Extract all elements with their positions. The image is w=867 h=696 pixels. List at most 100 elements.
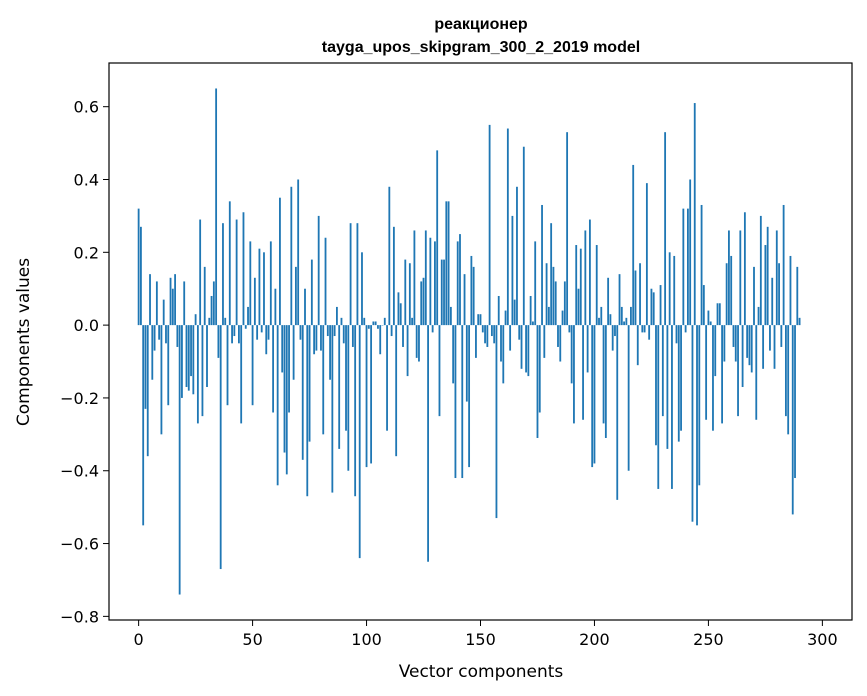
bar (272, 325, 275, 413)
bar (791, 325, 794, 515)
bar (377, 325, 379, 329)
bar (513, 299, 516, 326)
bar (326, 325, 329, 337)
bar (721, 325, 723, 424)
x-tick-label: 50 (242, 630, 262, 649)
bar (422, 277, 425, 326)
bar (356, 223, 359, 326)
bar (586, 325, 589, 373)
bar (310, 259, 313, 326)
bar (176, 325, 179, 347)
bar (317, 215, 320, 326)
bar (484, 325, 486, 344)
bar (764, 245, 767, 326)
bar (495, 325, 498, 519)
bar (324, 237, 327, 326)
bar (468, 325, 471, 468)
x-axis-label: Vector components (399, 662, 564, 682)
bar (545, 263, 548, 326)
bar (203, 266, 206, 326)
bar (146, 325, 149, 457)
bar (196, 325, 199, 424)
bar (702, 285, 705, 326)
x-tick-label: 250 (693, 630, 724, 649)
bar (657, 325, 660, 489)
y-tick-label: 0.6 (74, 98, 99, 117)
bar (331, 325, 334, 493)
bar (201, 325, 204, 417)
bar (260, 325, 263, 333)
bar (677, 325, 680, 442)
bar (456, 241, 459, 326)
bar (461, 325, 464, 479)
bar (301, 325, 304, 460)
bar (206, 325, 208, 388)
bar (215, 88, 218, 326)
bar (648, 325, 651, 340)
bar (292, 325, 295, 380)
x-tick-label: 200 (579, 630, 610, 649)
bar (222, 223, 224, 326)
bar (743, 212, 746, 326)
bar (408, 263, 411, 326)
bar (365, 325, 368, 468)
bar (140, 226, 142, 326)
bar (522, 146, 525, 326)
chart-title: реакционер (434, 16, 528, 33)
bar (306, 325, 309, 497)
bar (374, 321, 377, 326)
bar (472, 266, 475, 326)
bar (506, 128, 509, 326)
x-tick-label: 300 (807, 630, 838, 649)
bar (557, 325, 559, 347)
bar (616, 325, 619, 500)
bar (144, 325, 147, 409)
bar (645, 183, 648, 326)
bar (511, 215, 514, 326)
bar (705, 325, 708, 420)
bar (700, 204, 703, 326)
bar (449, 306, 452, 326)
bar (258, 248, 261, 326)
bar (240, 325, 243, 424)
x-axis-ticks: 0 50 100 150 200 250 300 (134, 620, 838, 649)
bar (728, 230, 730, 326)
bar (650, 288, 653, 326)
bar (294, 266, 297, 326)
bar (338, 325, 341, 449)
bar (643, 325, 646, 333)
bar (554, 281, 557, 326)
bar (525, 325, 527, 373)
bar (481, 325, 484, 333)
bar (529, 295, 532, 326)
bar (755, 325, 758, 420)
bar (707, 310, 710, 326)
plot-frame (108, 62, 853, 621)
bar (591, 325, 594, 468)
bar (712, 325, 714, 431)
bar (342, 325, 345, 344)
bar (632, 164, 635, 326)
bar (693, 103, 696, 326)
bar (500, 325, 502, 362)
x-tick-label: 0 (134, 630, 144, 649)
bar (178, 325, 181, 595)
bar (399, 303, 402, 326)
bar (402, 325, 404, 347)
bar (673, 255, 676, 326)
bar (320, 325, 322, 351)
bar (780, 325, 783, 347)
bar (778, 263, 780, 326)
bar (463, 274, 466, 326)
bar (440, 259, 443, 326)
bar (538, 325, 541, 413)
bar (454, 325, 457, 479)
bar (718, 303, 721, 326)
bar (625, 317, 628, 326)
bar (509, 325, 512, 351)
bar (716, 303, 719, 326)
bars-group (137, 88, 801, 595)
bar (404, 259, 407, 326)
bar (224, 317, 227, 326)
bar (281, 325, 284, 373)
